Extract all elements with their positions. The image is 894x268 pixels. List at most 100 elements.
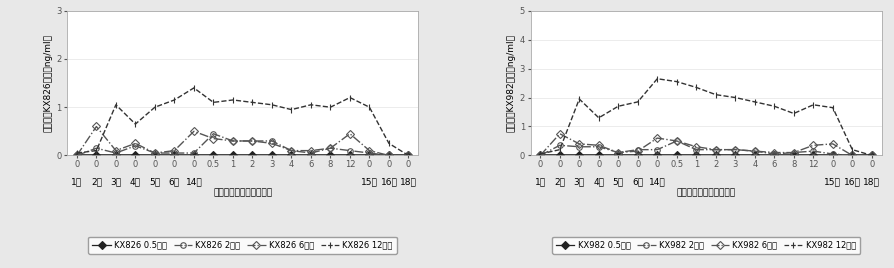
- X-axis label: 計劃給藥後時點（小時）: 計劃給藥後時點（小時）: [676, 188, 735, 197]
- KX826 12毫克: [207, 101, 218, 104]
- KX982 6毫克: [612, 151, 623, 154]
- KX982 12毫克: [748, 100, 759, 103]
- KX982 0.5毫克: [710, 154, 721, 157]
- KX982 0.5毫克: [846, 154, 856, 157]
- KX826 0.5毫克: [344, 154, 355, 157]
- KX826 6毫克: [344, 132, 355, 135]
- KX982 2毫克: [768, 152, 779, 156]
- KX982 12毫克: [670, 80, 681, 83]
- Text: 1天: 1天: [534, 178, 545, 187]
- KX826 0.5毫克: [266, 154, 277, 157]
- KX826 2毫克: [227, 139, 238, 143]
- KX982 12毫克: [690, 86, 701, 89]
- KX982 6毫克: [827, 142, 838, 146]
- KX982 0.5毫克: [553, 154, 564, 157]
- Text: 2天: 2天: [91, 178, 102, 187]
- Text: 18天: 18天: [863, 178, 880, 187]
- Text: 6天: 6天: [169, 178, 180, 187]
- KX982 0.5毫克: [573, 154, 584, 157]
- KX826 12毫克: [91, 149, 102, 152]
- Y-axis label: 平均血漿KX982濃度（ng/ml）: 平均血漿KX982濃度（ng/ml）: [506, 34, 515, 132]
- KX982 12毫克: [632, 100, 643, 103]
- KX982 6毫克: [593, 144, 603, 147]
- KX826 6毫克: [305, 149, 316, 152]
- KX982 2毫克: [846, 154, 856, 157]
- KX826 0.5毫克: [110, 154, 121, 157]
- Text: 5天: 5天: [149, 178, 160, 187]
- KX982 2毫克: [573, 145, 584, 148]
- KX826 0.5毫克: [189, 154, 199, 157]
- KX982 2毫克: [632, 148, 643, 151]
- KX826 12毫克: [286, 108, 297, 111]
- KX982 6毫克: [553, 132, 564, 135]
- KX826 2毫克: [110, 151, 121, 155]
- KX826 2毫克: [402, 154, 413, 157]
- Text: 15天: 15天: [823, 178, 840, 187]
- KX826 12毫克: [110, 103, 121, 106]
- Text: 15天: 15天: [360, 178, 377, 187]
- KX826 0.5毫克: [247, 154, 257, 157]
- KX982 0.5毫克: [670, 154, 681, 157]
- KX982 0.5毫克: [535, 154, 545, 157]
- KX826 0.5毫克: [207, 154, 218, 157]
- KX982 2毫克: [670, 139, 681, 143]
- KX826 12毫克: [72, 151, 82, 155]
- KX982 6毫克: [748, 150, 759, 153]
- KX982 0.5毫克: [827, 154, 838, 157]
- KX982 2毫克: [593, 145, 603, 148]
- KX982 12毫克: [846, 148, 856, 151]
- KX826 6毫克: [227, 139, 238, 143]
- KX826 12毫克: [130, 122, 140, 126]
- KX982 0.5毫克: [651, 154, 662, 157]
- KX982 12毫克: [535, 152, 545, 156]
- KX982 2毫克: [535, 154, 545, 157]
- KX826 2毫克: [325, 147, 335, 150]
- KX826 6毫克: [384, 154, 394, 157]
- KX826 2毫克: [189, 151, 199, 155]
- Text: 16天: 16天: [843, 178, 860, 187]
- KX982 6毫克: [573, 142, 584, 146]
- KX826 0.5毫克: [149, 154, 160, 157]
- KX826 2毫克: [149, 151, 160, 155]
- KX826 2毫克: [266, 139, 277, 143]
- KX982 6毫克: [632, 150, 643, 153]
- KX826 0.5毫克: [91, 154, 102, 157]
- KX982 12毫克: [768, 105, 779, 108]
- KX982 0.5毫克: [748, 154, 759, 157]
- KX826 12毫克: [384, 142, 394, 145]
- KX826 12毫克: [325, 106, 335, 109]
- KX826 0.5毫克: [384, 154, 394, 157]
- KX982 12毫克: [553, 148, 564, 151]
- Line: KX826 12毫克: KX826 12毫克: [73, 84, 411, 159]
- Text: 1天: 1天: [72, 178, 82, 187]
- KX982 2毫克: [807, 150, 818, 153]
- Text: 6天: 6天: [631, 178, 643, 187]
- KX826 0.5毫克: [130, 154, 140, 157]
- KX826 12毫克: [227, 98, 238, 102]
- KX826 0.5毫克: [402, 154, 413, 157]
- KX826 6毫克: [110, 149, 121, 152]
- KX982 2毫克: [690, 148, 701, 151]
- KX826 6毫克: [247, 139, 257, 143]
- KX826 2毫克: [72, 154, 82, 157]
- KX982 6毫克: [710, 148, 721, 151]
- KX826 0.5毫克: [286, 154, 297, 157]
- KX982 0.5毫克: [807, 154, 818, 157]
- KX826 0.5毫克: [169, 154, 180, 157]
- KX982 0.5毫克: [632, 154, 643, 157]
- KX982 0.5毫克: [612, 154, 623, 157]
- KX982 6毫克: [807, 144, 818, 147]
- KX982 12毫克: [573, 97, 584, 100]
- KX982 12毫克: [651, 77, 662, 80]
- Line: KX982 12毫克: KX982 12毫克: [536, 75, 874, 159]
- Text: 4天: 4天: [593, 178, 603, 187]
- Y-axis label: 平均血漿KX826濃度（ng/ml）: 平均血漿KX826濃度（ng/ml）: [43, 34, 52, 132]
- KX826 6毫克: [72, 154, 82, 157]
- KX982 12毫克: [865, 154, 876, 157]
- KX982 6毫克: [846, 154, 856, 157]
- Line: KX982 0.5毫克: KX982 0.5毫克: [537, 153, 873, 158]
- KX826 6毫克: [402, 154, 413, 157]
- KX982 6毫克: [788, 151, 798, 154]
- KX982 12毫克: [730, 96, 740, 99]
- KX826 6毫克: [149, 151, 160, 155]
